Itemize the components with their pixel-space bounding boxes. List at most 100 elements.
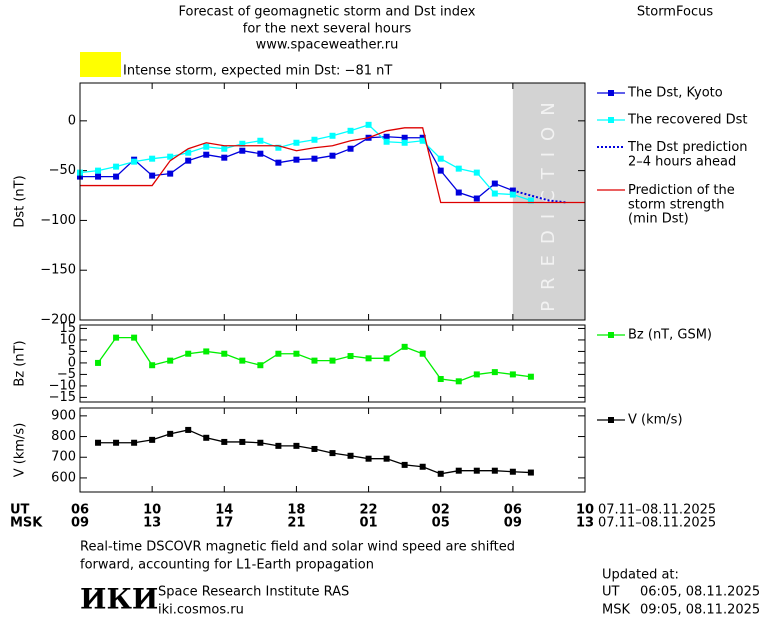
data-point xyxy=(167,430,174,437)
data-point xyxy=(419,463,426,470)
data-point xyxy=(347,145,354,152)
data-point xyxy=(257,362,264,369)
legend-marker xyxy=(608,417,614,423)
data-point xyxy=(311,155,318,162)
data-point xyxy=(131,439,138,446)
data-point xyxy=(185,426,192,433)
data-point xyxy=(113,334,120,341)
data-point xyxy=(311,136,318,143)
legend-marker xyxy=(608,90,614,96)
y-tick-label: −200 xyxy=(40,313,76,328)
data-point xyxy=(239,147,246,154)
series-line xyxy=(80,127,585,204)
x-tick-label: 06 xyxy=(71,503,89,518)
data-point xyxy=(491,467,498,474)
y-tick-label: 800 xyxy=(51,429,76,444)
x-tick-label: 06 xyxy=(504,503,522,518)
site: iki.cosmos.ru xyxy=(158,603,244,618)
x-tick-label-msk: 09 xyxy=(504,516,522,531)
x-tick-label: 02 xyxy=(432,503,450,518)
data-point xyxy=(509,191,516,198)
institute: Space Research Institute RAS xyxy=(158,585,349,600)
data-point xyxy=(473,371,480,378)
data-point xyxy=(113,173,120,180)
data-point xyxy=(491,369,498,376)
y-tick-label: −50 xyxy=(49,163,76,178)
series-line xyxy=(512,189,568,204)
data-point xyxy=(95,439,102,446)
x-tick-label: 18 xyxy=(287,503,305,518)
data-point xyxy=(203,151,210,158)
data-point xyxy=(437,376,444,383)
ut-label: UT xyxy=(10,503,30,518)
data-point xyxy=(149,436,156,443)
data-point xyxy=(257,137,264,144)
data-point xyxy=(383,355,390,362)
data-point xyxy=(527,373,534,380)
data-point xyxy=(167,357,174,364)
data-point xyxy=(221,154,228,161)
data-point xyxy=(365,455,372,462)
data-point xyxy=(293,350,300,357)
y-tick-label: −10 xyxy=(49,378,76,393)
data-point xyxy=(473,169,480,176)
data-point xyxy=(455,378,462,385)
storm-indicator xyxy=(80,52,121,77)
legend-label: V (km/s) xyxy=(628,413,683,428)
y-tick-label: −5 xyxy=(57,367,76,382)
data-point xyxy=(95,359,102,366)
y-tick-label: −100 xyxy=(40,213,76,228)
y-tick-label: 5 xyxy=(68,344,76,359)
legend-label: The Dst, Kyoto xyxy=(627,86,723,101)
title-line: Forecast of geomagnetic storm and Dst in… xyxy=(178,5,475,20)
y-tick-label: 0 xyxy=(68,355,76,370)
data-point xyxy=(401,343,408,350)
data-point xyxy=(473,195,480,202)
date-range: 07.11–08.11.2025 xyxy=(598,503,716,518)
data-point xyxy=(311,445,318,452)
y-tick-label: 700 xyxy=(51,450,76,465)
data-point xyxy=(203,143,210,150)
series-line xyxy=(79,124,532,202)
data-point xyxy=(329,357,336,364)
data-point xyxy=(311,357,318,364)
data-point xyxy=(185,149,192,156)
data-point xyxy=(347,127,354,134)
storm-text: Intense storm, expected min Dst: −81 nT xyxy=(123,64,392,79)
legend-label: Bz (nT, GSM) xyxy=(628,328,712,343)
y-tick-label: 600 xyxy=(51,470,76,485)
legend-marker xyxy=(608,117,614,123)
data-point xyxy=(95,167,102,174)
data-point xyxy=(329,152,336,159)
data-point xyxy=(275,442,282,449)
plot-frame xyxy=(79,407,586,493)
data-point xyxy=(293,156,300,163)
x-tick-label: 10 xyxy=(576,503,594,518)
data-point xyxy=(257,439,264,446)
data-point xyxy=(239,140,246,147)
data-point xyxy=(437,155,444,162)
data-point xyxy=(131,158,138,165)
data-point xyxy=(455,467,462,474)
plot-frame xyxy=(79,324,586,403)
data-point xyxy=(491,190,498,197)
x-tick-label-msk: 21 xyxy=(287,516,305,531)
updated-msk-time: 09:05, 08.11.2025 xyxy=(640,603,760,618)
updated: Updated at: xyxy=(602,568,679,583)
data-point xyxy=(293,139,300,146)
data-point xyxy=(275,350,282,357)
data-point xyxy=(347,452,354,459)
data-point xyxy=(113,439,120,446)
plot-frame xyxy=(79,82,586,321)
y-tick-label: 900 xyxy=(51,408,76,423)
data-point xyxy=(347,353,354,360)
x-tick-label-msk: 09 xyxy=(71,516,89,531)
data-point xyxy=(383,138,390,145)
data-point xyxy=(185,157,192,164)
data-point xyxy=(491,180,498,187)
series-line xyxy=(80,136,514,200)
data-point xyxy=(419,137,426,144)
data-point xyxy=(329,450,336,457)
prediction-label: PREDICTION xyxy=(538,91,559,311)
